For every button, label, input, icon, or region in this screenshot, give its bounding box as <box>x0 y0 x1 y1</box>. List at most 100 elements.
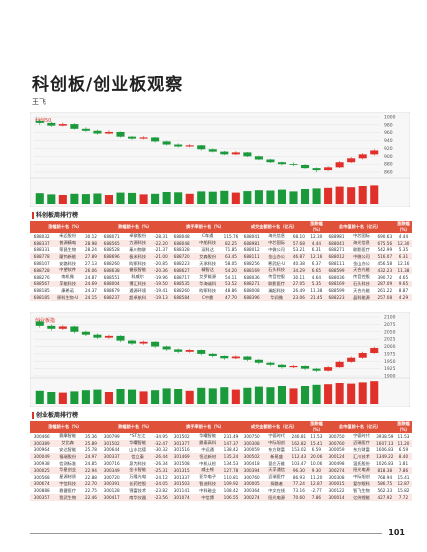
table-cell: 688276 <box>33 274 50 280</box>
table-row: 688107 安路科技 27.13 688260 昀冢科技 -20.85 688223 天承科… <box>30 260 412 267</box>
candle-body <box>185 145 194 147</box>
table-cell: 天孚通信 <box>263 466 290 474</box>
y-tick-label: 1925 <box>384 366 396 372</box>
author: 王飞 <box>32 98 46 106</box>
table-row: 300049 福瑞股份 24.97 300337 信立泰 -26.44 301469 恒达新材… <box>30 453 412 461</box>
table-cell: 信测标准 <box>59 460 77 466</box>
table-cell: -26.44 <box>151 453 170 461</box>
candle-body <box>358 352 367 358</box>
table-cell: 亿纬锂能 <box>348 494 375 501</box>
column-header: 跌幅前十名（%） <box>100 221 170 233</box>
candle-body <box>104 335 114 338</box>
table-cell: 安路科技 <box>59 260 77 266</box>
table-row: 688331 荣昌生物 28.24 688528 秦川物联 -21.37 688328 深科达… <box>30 247 412 254</box>
table-cell: -28.31 <box>154 233 168 239</box>
y-tick-label: 2100 <box>384 315 396 321</box>
table-cell: 6.59 <box>398 447 409 453</box>
table-cell: -21.00 <box>151 253 170 261</box>
table-cell: 106.55 <box>221 494 241 501</box>
table-cell: 金山办公 <box>353 260 370 266</box>
table-cell: 40.38 <box>292 261 305 267</box>
y-tick-label: 920 <box>384 146 393 152</box>
volume-bar <box>335 383 344 404</box>
table-cell: 华曙智能 <box>123 439 152 447</box>
candle-body <box>127 340 137 344</box>
candle-body <box>93 334 102 338</box>
table-cell: 康希诺 <box>61 287 74 293</box>
table-cell: 688185 <box>33 288 50 294</box>
table-cell: C车通 <box>201 233 214 239</box>
volume-bar <box>370 381 379 404</box>
table-cell: 博汇科技 <box>123 280 152 288</box>
column-header: 跌幅前十名（%） <box>100 421 170 433</box>
table-cell: 爱尔眼科 <box>348 480 375 488</box>
table-cell: 68.10 <box>292 233 305 239</box>
table-cell: 688567 <box>30 280 54 288</box>
table-cell: 688041 <box>243 233 260 239</box>
table-cell: 28.24 <box>84 247 97 253</box>
candle-body <box>162 141 171 145</box>
table-cell: 11.38 <box>394 266 412 274</box>
table-cell: 安达智能 <box>59 446 77 452</box>
table-row: 688778 厦钨新能 27.89 688696 极米科技 -21.00 688720 艾森股… <box>30 253 412 261</box>
table-cell: 432.23 <box>374 266 395 274</box>
volume-bar <box>231 192 240 204</box>
ranking-table: 涨幅前十名（%） 跌幅前十名（%） 换手率前十名（%） 成交金额前十名（亿元） 涨跌幅（… <box>30 421 412 501</box>
table-cell: 华曙智能 <box>199 433 217 439</box>
table-cell: *ST左江 <box>129 433 146 439</box>
table-cell: 115.76 <box>223 233 239 239</box>
table-cell: 鼎泰高科 <box>193 439 222 447</box>
table-cell: 688107 <box>33 261 50 267</box>
table-cell: 300720 <box>103 474 120 480</box>
table-cell: 688328 <box>173 247 190 253</box>
table-cell: 688036 <box>243 274 260 280</box>
table-cell: 石头科技 <box>263 266 290 274</box>
table-cell: 300716 <box>103 461 120 467</box>
y-tick-label: 860 <box>384 170 393 176</box>
candle-body <box>93 130 102 134</box>
table-cell: 300308 <box>240 439 264 447</box>
table-cell: 300644 <box>103 447 120 453</box>
candle-body <box>312 168 321 171</box>
volume-bar <box>197 387 206 404</box>
volume-bar <box>70 391 79 404</box>
candle-body <box>58 124 67 126</box>
volume-bar <box>289 388 298 404</box>
candle-body <box>335 162 344 168</box>
table-cell: 53.52 <box>221 280 241 288</box>
table-cell: 300502 <box>240 453 264 461</box>
table-cell: 21.45 <box>307 294 325 301</box>
candle-body <box>220 151 229 155</box>
table-cell: 中信博 <box>193 494 222 501</box>
candle-body <box>300 365 310 369</box>
table-cell: -19.96 <box>154 274 168 280</box>
volume-bar <box>266 387 275 404</box>
table-cell: 中芯国际 <box>263 239 290 247</box>
table-cell: 586.75 <box>374 480 395 488</box>
table-cell: 中微公司 <box>348 253 375 261</box>
table-cell: 688032 <box>33 233 50 239</box>
table-cell: 1.81 <box>398 461 409 467</box>
column-header: 涨跌幅（%） <box>307 421 325 433</box>
table-row: 300025 华星创业 22.94 300349 金卡智能 -25.31 301315 威士顿… <box>30 466 412 474</box>
table-cell: -2.77 <box>310 488 322 494</box>
table-cell: 427.92 <box>374 494 395 501</box>
volume-bar <box>277 189 287 204</box>
table-cell: 亚华电子 <box>199 474 217 480</box>
table-cell: 汇川技术 <box>348 453 375 461</box>
volume-bar <box>174 192 183 204</box>
table-cell: 4.64 <box>311 274 322 280</box>
table-cell: 3938.59 <box>376 433 394 439</box>
table-cell: 231.49 <box>223 433 239 439</box>
table-cell: 中科磁业 <box>199 487 217 493</box>
table-cell: 57.68 <box>289 239 308 247</box>
table-cell: 24.97 <box>81 453 100 461</box>
table-cell: 海光信息 <box>268 233 285 239</box>
table-cell: 宇信科技 <box>53 480 82 488</box>
volume-bar <box>162 192 171 204</box>
table-cell: 257.08 <box>374 294 395 301</box>
table-cell: 宁德时代 <box>268 433 285 439</box>
volume-bar <box>208 191 217 204</box>
table-cell: 精智达 <box>193 266 222 274</box>
